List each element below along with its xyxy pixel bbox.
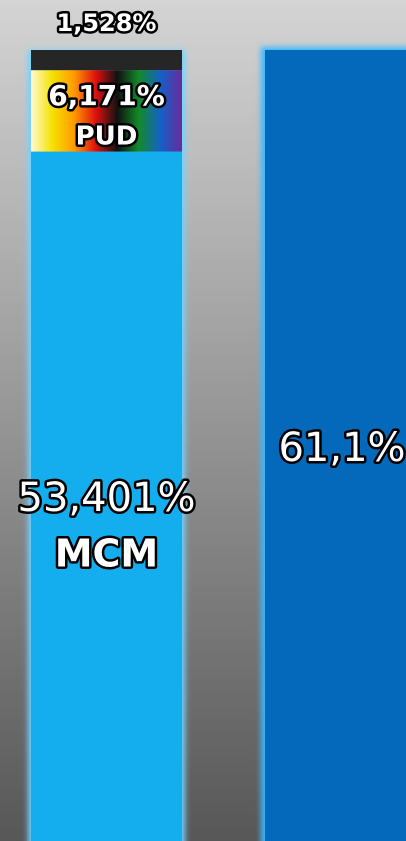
value-label: 1,528% <box>57 9 157 37</box>
bar-segment <box>31 151 182 841</box>
series-label: MCM <box>55 532 159 576</box>
value-label: 53,401% <box>18 475 196 521</box>
bar-segment <box>31 70 182 152</box>
value-label: 61,1% <box>278 425 405 471</box>
bar-segment <box>31 50 182 71</box>
bar <box>265 50 406 841</box>
bars <box>28 47 406 841</box>
series-label: PUD <box>76 122 138 152</box>
value-label: 6,171% <box>48 79 165 112</box>
